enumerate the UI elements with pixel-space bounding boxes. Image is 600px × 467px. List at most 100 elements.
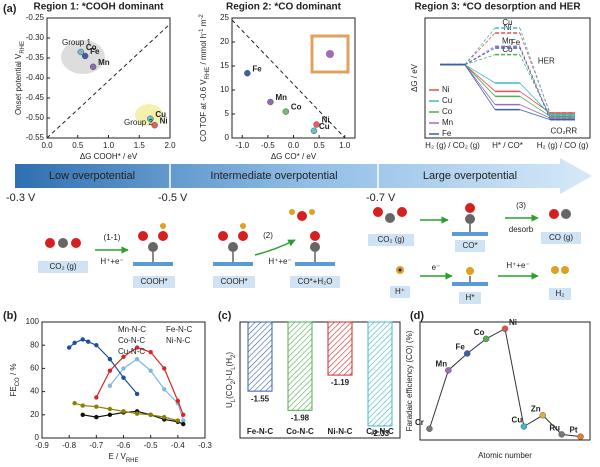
series-line [428, 327, 581, 438]
legend-label: Fe-N-C [166, 325, 192, 334]
x-tick-label: Ni-N-C [328, 427, 353, 436]
point [121, 409, 126, 414]
group-ellipse [135, 104, 163, 126]
point-label: Mn [275, 93, 287, 102]
point-label: Mn [436, 359, 448, 368]
x-tick-label: 1.5 [134, 141, 146, 150]
point-label: Fe [456, 343, 466, 352]
bar [367, 321, 393, 427]
plot-frame [424, 17, 591, 139]
point [162, 366, 167, 371]
y-tick-label: 15 [220, 61, 229, 70]
level-label: Mn [502, 36, 513, 45]
y-tick-label: 0 [35, 433, 40, 442]
y-axis-label-part: )-U [225, 370, 234, 381]
scheme-label: (1-1) [104, 233, 121, 242]
x-tick-label: H* / CO* [492, 141, 523, 150]
point [81, 52, 89, 60]
point [539, 412, 546, 419]
scheme-label: CO₂ (g) [377, 235, 404, 244]
y-tick-label: 60 [30, 364, 39, 373]
bar [327, 321, 353, 376]
point [107, 368, 113, 373]
point-label: Co [86, 43, 97, 52]
bar [247, 321, 273, 392]
annotation: Group 1 [62, 38, 91, 47]
x-axis-label-part: RHE [126, 458, 139, 464]
x-tick-label: -0.4 [171, 441, 185, 450]
y-axis-label-part: 2 [231, 354, 237, 358]
x-axis-label: Atomic number [478, 451, 532, 460]
energy-connector [519, 82, 551, 115]
x-tick-label: 1.0 [103, 141, 115, 150]
y-axis-label-part: / % [9, 363, 18, 377]
point [80, 337, 85, 342]
legend-label: Cu-N-C [118, 347, 145, 356]
point-label: Ni [509, 318, 517, 327]
point [482, 335, 490, 343]
x-tick-label: H₂ (g) / CO (g) [537, 141, 589, 150]
point [107, 406, 113, 412]
panel-label: (d) [410, 310, 424, 322]
scheme-label: COOH* [140, 277, 167, 286]
x-axis-label: ΔG COOH* / eV [80, 152, 138, 161]
point [94, 414, 99, 420]
point [162, 414, 167, 420]
point-label: Fe [252, 64, 262, 73]
point-label: Co [291, 103, 302, 112]
point [148, 349, 153, 355]
point [80, 403, 85, 408]
y-axis-label-part: CO TOF at -0.6 V [199, 79, 208, 142]
x-tick-label: 0.0 [288, 141, 300, 150]
y-axis-label: FECO / % [9, 363, 20, 396]
energy-connector [464, 47, 496, 66]
x-tick-label: Fe-N-C [247, 427, 273, 436]
y-axis-label-part: ) [225, 352, 234, 355]
scheme-label: COOH* [220, 277, 247, 286]
y-tick-label: 20 [220, 37, 229, 46]
plot-frame [239, 321, 401, 439]
scheme-label: e⁻ [432, 263, 441, 272]
x-axis-label-part: Atomic number [478, 451, 532, 460]
point [107, 356, 113, 362]
energy-connector [464, 32, 496, 65]
value-label: -2.33 [371, 429, 390, 438]
point [181, 421, 186, 427]
y-tick-label: -0.25 [26, 13, 45, 22]
point [520, 423, 528, 430]
point [134, 356, 140, 362]
y-tick-label: -0.40 [26, 73, 45, 82]
y-axis-label-part: RHE [205, 67, 211, 80]
region-label: Intermediate overpotential [210, 170, 337, 182]
legend-label: Fe [442, 129, 452, 138]
energy-connector [464, 27, 496, 65]
inset-atom [326, 50, 334, 58]
y-axis-label: Onset potential VRHE [14, 41, 25, 115]
scheme-labels: CO₂ (g) (1-1) H⁺+e⁻ COOH* COOH* (2) H⁺+e⁻ CO*+H… [49, 201, 573, 302]
x-tick-label: 1.0 [339, 141, 351, 150]
y-axis-label-part: -2 [199, 14, 205, 20]
scheme-label: H⁺+e⁻ [100, 257, 123, 266]
point [107, 383, 113, 388]
point [66, 345, 72, 350]
level-label: Co [502, 45, 513, 54]
scheme-label: CO (g) [549, 233, 573, 242]
scheme-label: H⁺+e⁻ [268, 257, 291, 266]
value-label: -1.19 [331, 378, 350, 387]
panel-label: (c) [218, 310, 232, 322]
legend-label: Mn-N-C [118, 325, 146, 334]
y-axis-label-part: m [199, 19, 208, 28]
point [558, 431, 565, 438]
x-tick-label: -0.5 [261, 141, 275, 150]
y-tick-label: 100 [26, 317, 40, 326]
y-axis-label-part: ΔG / eV [410, 63, 419, 92]
y-tick-label: 80 [30, 340, 39, 349]
region-label: Large overpotential [423, 170, 517, 182]
y-axis-label-part: L [231, 366, 237, 370]
y-axis-label-part: Onset potential V [14, 53, 23, 115]
x-tick-label: -0.6 [117, 441, 131, 450]
point [175, 418, 181, 423]
scheme-label: (2) [263, 231, 273, 240]
point [121, 366, 126, 371]
annotation: HER [538, 56, 555, 65]
